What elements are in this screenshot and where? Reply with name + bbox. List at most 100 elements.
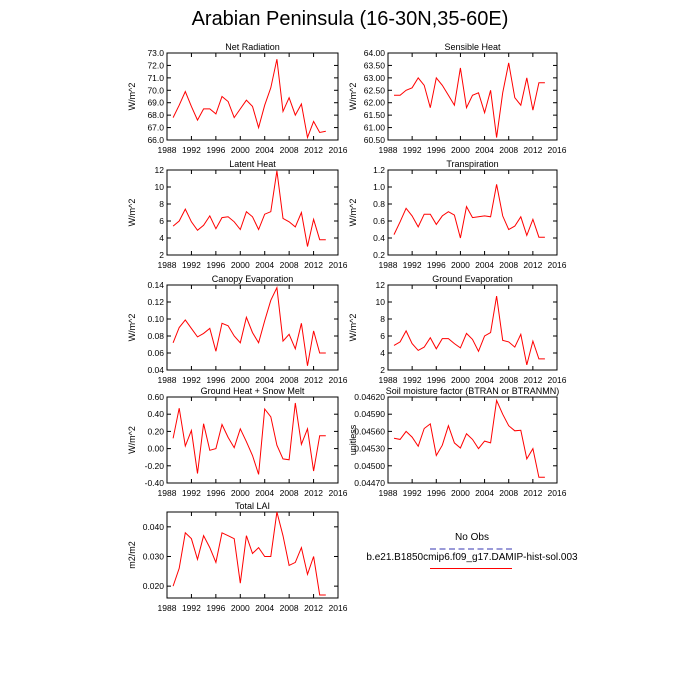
series-line <box>172 511 326 596</box>
x-tick-label: 2004 <box>255 375 274 385</box>
series-line <box>172 170 326 247</box>
x-tick-label: 2016 <box>548 145 567 155</box>
panel-title: Ground Evaporation <box>432 274 513 284</box>
x-tick-label: 1988 <box>379 488 398 498</box>
x-tick-label: 1988 <box>379 145 398 155</box>
x-tick-label: 1988 <box>379 375 398 385</box>
x-tick-label: 2012 <box>523 375 542 385</box>
x-tick-label: 2000 <box>451 488 470 498</box>
x-tick-label: 1988 <box>379 260 398 270</box>
panel-title: Net Radiation <box>225 42 280 52</box>
chart-panel: Ground Evaporation W/m^2 1988 1992 1996 2000 2… <box>348 274 567 385</box>
y-tick-label: 0.04530 <box>354 444 385 454</box>
x-tick-label: 2012 <box>304 488 323 498</box>
series-line <box>393 398 545 478</box>
x-tick-label: 1996 <box>206 145 225 155</box>
x-tick-label: 1992 <box>403 260 422 270</box>
x-tick-label: 2008 <box>280 145 299 155</box>
y-axis-label: W/m^2 <box>127 199 137 227</box>
x-tick-label: 2012 <box>304 603 323 613</box>
y-tick-label: 2 <box>380 365 385 375</box>
plot-frame <box>387 52 558 141</box>
x-tick-label: 1996 <box>206 260 225 270</box>
x-tick-label: 2016 <box>329 375 348 385</box>
x-tick-label: 2004 <box>475 260 494 270</box>
y-tick-label: 10 <box>155 182 165 192</box>
x-tick-label: 1992 <box>403 375 422 385</box>
y-tick-label: 0.10 <box>147 314 164 324</box>
x-tick-label: 2012 <box>523 260 542 270</box>
y-tick-label: 12 <box>376 280 386 290</box>
y-tick-label: 70.0 <box>147 85 164 95</box>
y-tick-label: 0.2 <box>373 250 385 260</box>
plot-frame <box>387 284 558 371</box>
series-line <box>393 184 545 239</box>
x-tick-label: 1992 <box>403 145 422 155</box>
x-tick-label: 1992 <box>182 145 201 155</box>
series-line <box>172 59 326 140</box>
x-tick-label: 2016 <box>329 145 348 155</box>
y-tick-label: 0.60 <box>147 392 164 402</box>
y-tick-label: 68.0 <box>147 110 164 120</box>
y-tick-label: 1.0 <box>373 182 385 192</box>
panel-title: Transpiration <box>446 159 498 169</box>
x-tick-label: 1996 <box>206 603 225 613</box>
x-tick-label: 1988 <box>158 603 177 613</box>
y-tick-label: 0.14 <box>147 280 164 290</box>
y-tick-label: 0.04560 <box>354 426 385 436</box>
chart-panel: Soil moisture factor (BTRAN or BTRANMN) u… <box>348 386 567 498</box>
y-tick-label: 8 <box>159 199 164 209</box>
y-tick-label: 67.0 <box>147 123 164 133</box>
y-tick-label: 0.00 <box>147 444 164 454</box>
y-tick-label: 0.04500 <box>354 461 385 471</box>
chart-panel: Total LAI m2/m2 1988 1992 1996 2000 2004 2008 20… <box>127 501 348 613</box>
x-tick-label: 2012 <box>304 260 323 270</box>
x-tick-label: 2016 <box>329 260 348 270</box>
x-tick-label: 2008 <box>499 260 518 270</box>
x-tick-label: 2004 <box>475 488 494 498</box>
y-axis-label: W/m^2 <box>127 426 137 454</box>
y-tick-label: 0.020 <box>143 581 165 591</box>
y-axis-label: unitless <box>348 424 358 455</box>
y-tick-label: 6 <box>380 331 385 341</box>
x-tick-label: 1988 <box>158 145 177 155</box>
x-tick-label: 2008 <box>499 375 518 385</box>
plot-frame <box>166 169 339 256</box>
y-tick-label: 61.00 <box>364 123 386 133</box>
panel-title: Canopy Evaporation <box>212 274 294 284</box>
y-tick-label: 0.8 <box>373 199 385 209</box>
x-tick-label: 1996 <box>427 145 446 155</box>
x-tick-label: 2008 <box>499 488 518 498</box>
y-tick-label: 0.6 <box>373 216 385 226</box>
series-line <box>172 285 326 366</box>
x-tick-label: 2012 <box>304 375 323 385</box>
x-tick-label: 2000 <box>451 375 470 385</box>
y-axis-label: W/m^2 <box>127 314 137 342</box>
y-tick-label: 1.2 <box>373 165 385 175</box>
chart-panel: Latent Heat W/m^2 1988 1992 1996 2000 2004 2008… <box>127 159 348 270</box>
x-tick-label: 2008 <box>280 260 299 270</box>
panel-title: Ground Heat + Snow Melt <box>201 386 305 396</box>
y-tick-label: 0.08 <box>147 331 164 341</box>
x-tick-label: 2012 <box>304 145 323 155</box>
x-tick-label: 2004 <box>255 603 274 613</box>
x-tick-label: 2004 <box>475 145 494 155</box>
x-tick-label: 1996 <box>427 488 446 498</box>
y-tick-label: 0.06 <box>147 348 164 358</box>
x-tick-label: 2008 <box>280 603 299 613</box>
y-axis-label: W/m^2 <box>348 199 358 227</box>
y-tick-label: 63.50 <box>364 60 386 70</box>
panel-title: Latent Heat <box>229 159 276 169</box>
series-line <box>394 62 545 138</box>
series-line <box>172 402 326 475</box>
y-tick-label: -0.40 <box>145 478 165 488</box>
plot-frame <box>166 396 339 484</box>
x-tick-label: 1996 <box>427 375 446 385</box>
x-tick-label: 1988 <box>158 488 177 498</box>
y-tick-label: 72.0 <box>147 60 164 70</box>
plot-frame <box>166 284 339 371</box>
x-tick-label: 1992 <box>403 488 422 498</box>
x-tick-label: 1992 <box>182 603 201 613</box>
x-tick-label: 1996 <box>206 488 225 498</box>
